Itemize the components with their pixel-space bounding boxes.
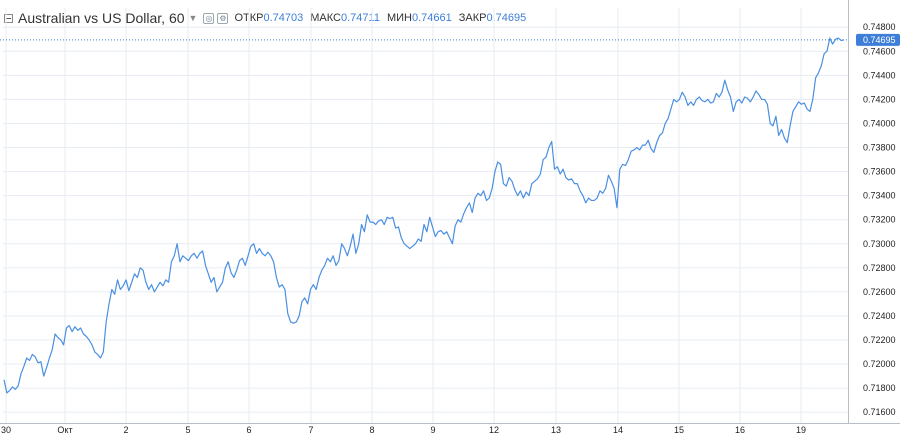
x-tick-label: 14 [613,425,623,435]
chart-grid [3,8,848,423]
low-value: 0.74661 [411,12,452,24]
last-price-label: 0.74695 [856,33,900,46]
last-price-text: 0.74695 [863,35,896,45]
dropdown-caret-icon[interactable]: ▼ [188,13,198,23]
collapse-icon[interactable] [4,13,13,23]
x-tick-label: 16 [735,425,745,435]
y-tick-label: 0.74600 [863,46,896,56]
chart-header: Australian vs US Dollar, 60 ▼ ◎ ⚙ ОТКР 0… [0,8,530,28]
time-axis[interactable]: 30 Окт 2 5 6 7 8 9 12 13 14 15 16 19 [1,425,806,435]
low-label: МИН [386,12,412,24]
y-tick-label: 0.71800 [863,383,896,393]
y-tick-label: 0.73000 [863,239,896,249]
x-tick-label: Окт [57,425,72,435]
x-tick-label: 30 [1,425,11,435]
y-tick-label: 0.72400 [863,311,896,321]
x-tick-label: 15 [674,425,684,435]
y-tick-label: 0.73200 [863,215,896,225]
x-tick-label: 13 [551,425,561,435]
close-value: 0.74695 [486,12,527,24]
y-tick-label: 0.71600 [863,407,896,417]
y-tick-label: 0.74400 [863,70,896,80]
x-tick-label: 19 [796,425,806,435]
x-tick-label: 12 [489,425,499,435]
y-tick-label: 0.73800 [863,143,896,153]
x-tick-label: 8 [369,425,374,435]
last-price-badge [856,33,900,46]
x-tick-label: 2 [123,425,128,435]
x-tick-label: 6 [246,425,251,435]
x-tick-label: 7 [308,425,313,435]
y-tick-label: 0.72600 [863,287,896,297]
y-tick-label: 0.72200 [863,335,896,345]
y-tick-label: 0.74800 [863,22,896,32]
price-axis[interactable]: 0.74800 0.74600 0.74400 0.74200 0.74000 0.738… [863,22,896,417]
x-tick-label: 5 [185,425,190,435]
high-value: 0.74711 [340,12,380,24]
visibility-toggle-icon[interactable]: ◎ [203,12,215,24]
y-tick-label: 0.72800 [863,263,896,273]
close-label: ЗАКР [458,12,487,24]
settings-icon[interactable]: ⚙ [217,12,229,24]
price-line [3,37,845,394]
open-value: 0.74703 [263,12,304,24]
symbol-title[interactable]: Australian vs US Dollar, 60 [18,10,185,26]
y-tick-label: 0.72000 [863,359,896,369]
high-label: МАКС [310,12,341,24]
x-tick-label: 9 [430,425,435,435]
y-tick-label: 0.74200 [863,94,896,104]
y-tick-label: 0.74000 [863,118,896,128]
y-tick-label: 0.73600 [863,167,896,177]
y-tick-label: 0.73400 [863,191,896,201]
